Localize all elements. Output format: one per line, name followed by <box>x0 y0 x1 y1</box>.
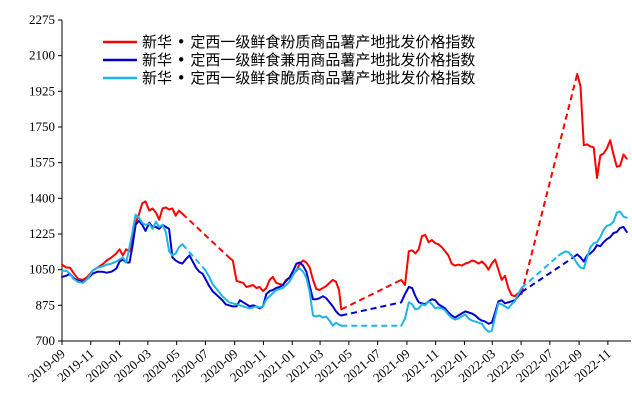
series-3 <box>61 210 628 333</box>
legend-label: 新华 • 定西一级鲜食脆质商品薯产地批发价格指数 <box>142 69 475 87</box>
y-tick-label: 1225 <box>29 226 55 241</box>
series-line <box>61 213 184 284</box>
plot-area <box>61 73 628 333</box>
y-tick-label: 1750 <box>29 119 55 134</box>
series-2 <box>61 219 628 325</box>
series-line <box>572 225 628 263</box>
y-tick-label: 2100 <box>29 48 55 63</box>
series-line <box>576 73 628 179</box>
series-line-dashed <box>340 279 402 311</box>
y-tick-label: 1400 <box>29 190 55 205</box>
series-line <box>557 210 628 270</box>
legend-label: 新华 • 定西一级鲜食粉质商品薯产地批发价格指数 <box>142 33 475 51</box>
series-line-dashed <box>181 243 206 271</box>
series-line <box>400 234 523 298</box>
y-tick-label: 1925 <box>29 83 55 98</box>
series-line <box>61 200 184 281</box>
series-line-dashed <box>181 212 230 259</box>
series-line-dashed <box>520 73 579 295</box>
y-tick-label: 1050 <box>29 262 55 277</box>
y-tick-label: 1575 <box>29 155 55 170</box>
series-1 <box>61 73 628 311</box>
y-tick-label: 700 <box>36 333 56 348</box>
y-tick-label: 875 <box>36 297 56 312</box>
series-line <box>400 286 523 325</box>
series-line <box>61 219 343 317</box>
series-line-dashed <box>341 301 402 317</box>
series-line <box>400 287 523 333</box>
legend-label: 新华 • 定西一级鲜食兼用商品薯产地批发价格指数 <box>142 51 475 69</box>
series-line-dashed <box>520 254 560 289</box>
series-line <box>204 267 343 327</box>
series-line-dashed <box>520 256 574 293</box>
y-tick-label: 2275 <box>29 12 55 27</box>
